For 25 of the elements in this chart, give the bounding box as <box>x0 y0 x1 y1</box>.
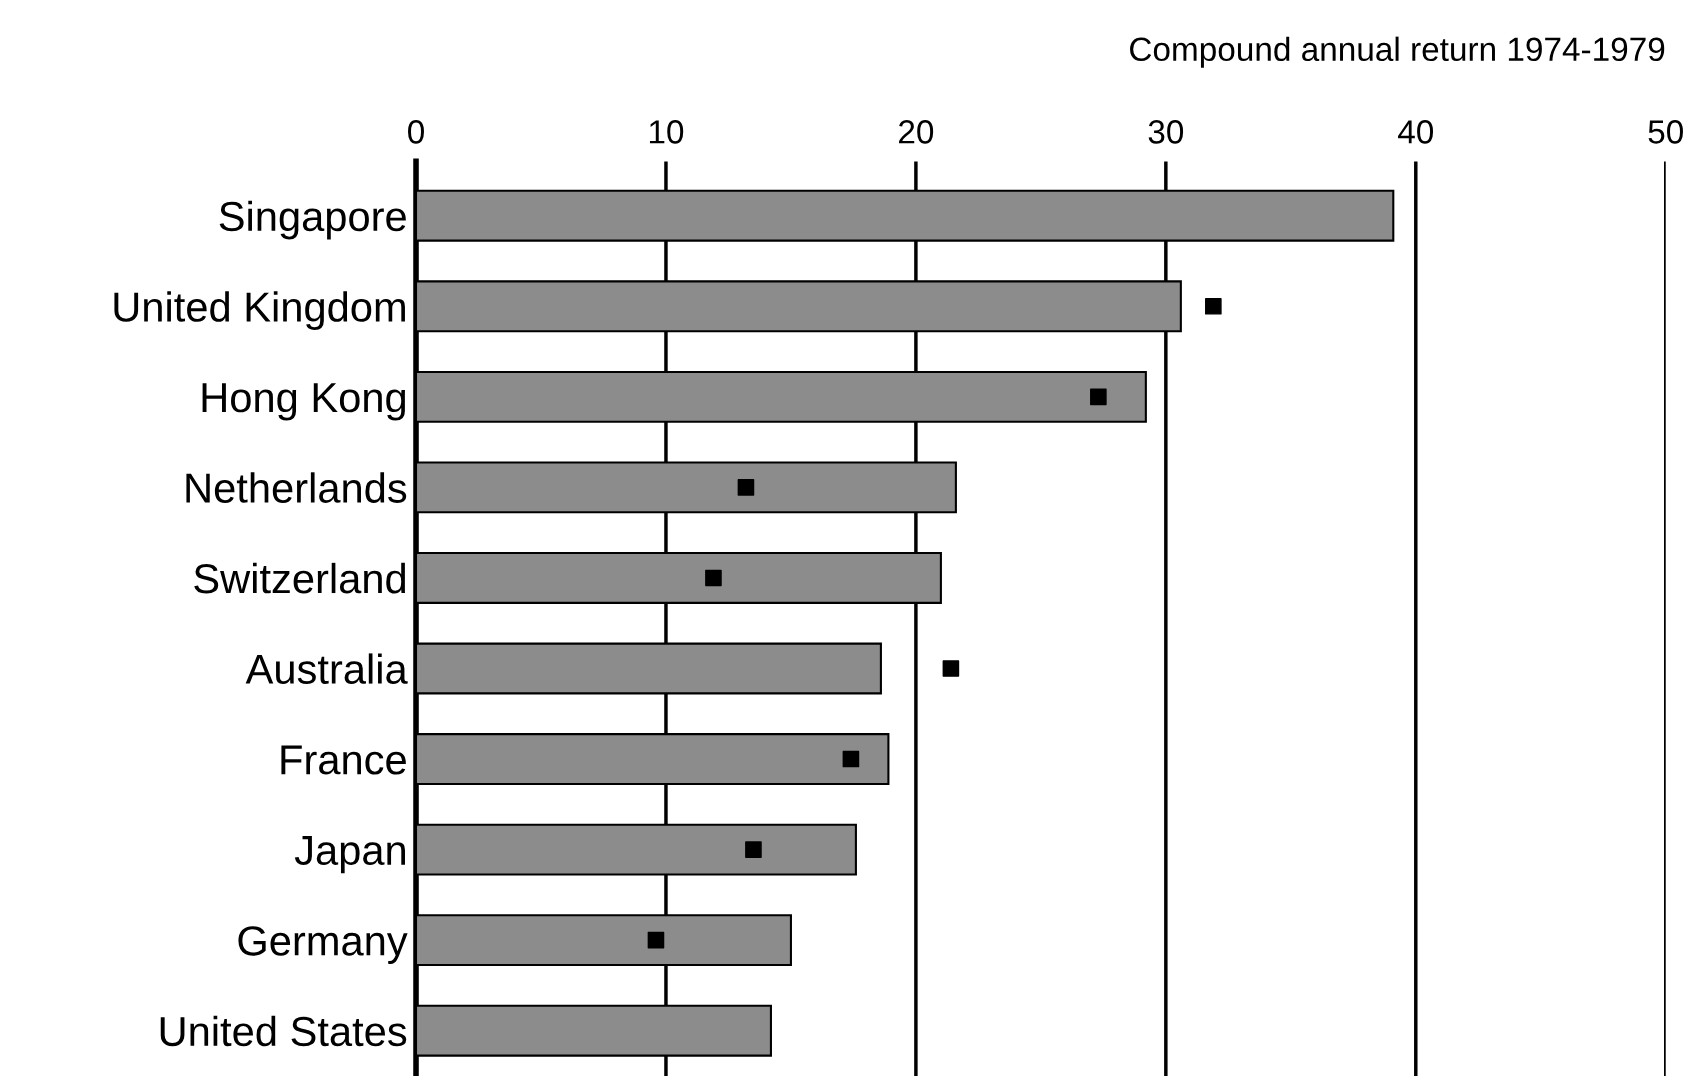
x-tick-label: 0 <box>408 120 424 144</box>
x-tick-label: 10 <box>649 120 684 144</box>
point <box>842 750 860 768</box>
x-tick-label: 40 <box>1398 120 1434 144</box>
x-tick-label: 20 <box>899 120 934 144</box>
y-tick-label: Australia <box>245 653 408 685</box>
point <box>1090 388 1107 406</box>
y-tick-label: Singapore <box>219 200 406 240</box>
y-tick-label: France <box>281 745 406 775</box>
x-tick-label: 30 <box>1148 120 1184 144</box>
y-tick-label: United States <box>160 1015 407 1047</box>
y-tick-label: Japan <box>294 836 405 874</box>
point <box>705 569 722 587</box>
point <box>745 841 762 858</box>
y-tick-label: Germany <box>238 926 408 964</box>
y-tick-label: Netherlands <box>186 472 407 503</box>
point <box>737 479 755 496</box>
x-tick-label: 50 <box>1648 120 1683 144</box>
point <box>942 660 960 677</box>
x-axis-title: Compound annual return 1974-1979 <box>1130 36 1665 68</box>
y-tick-label: Switzerland <box>194 562 405 594</box>
y-tick-label: United Kingdom <box>114 291 405 331</box>
y-tick-label: Hong Kong <box>202 383 405 421</box>
point <box>647 931 665 949</box>
point <box>1205 297 1222 315</box>
